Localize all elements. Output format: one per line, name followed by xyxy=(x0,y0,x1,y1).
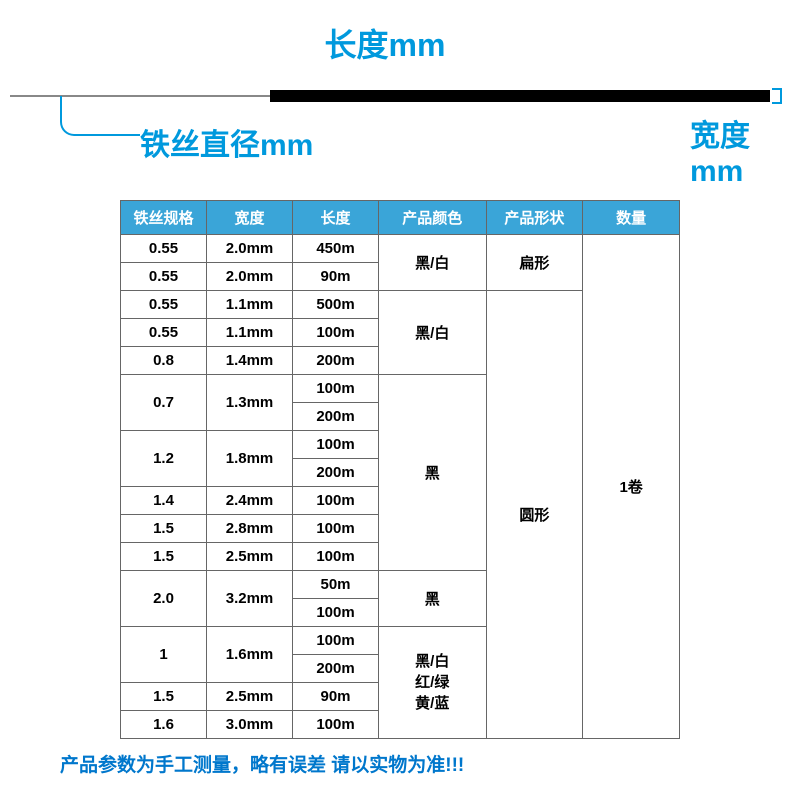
table-cell: 3.2mm xyxy=(207,571,293,627)
width-label-line2: mm xyxy=(690,155,743,188)
spec-table-container: 铁丝规格 宽度 长度 产品颜色 产品形状 数量 0.552.0mm450m黑/白… xyxy=(120,200,680,739)
table-cell: 1.6 xyxy=(121,711,207,739)
table-cell: 200m xyxy=(293,459,379,487)
table-cell: 100m xyxy=(293,319,379,347)
width-label-line1: 宽度 xyxy=(690,120,750,153)
table-cell: 100m xyxy=(293,431,379,459)
table-cell: 0.7 xyxy=(121,375,207,431)
table-row: 0.552.0mm450m黑/白扁形1卷 xyxy=(121,235,680,263)
table-cell: 1.6mm xyxy=(207,627,293,683)
col-header-width: 宽度 xyxy=(207,201,293,235)
wire-thin-segment xyxy=(10,95,270,97)
table-body: 0.552.0mm450m黑/白扁形1卷0.552.0mm90m0.551.1m… xyxy=(121,235,680,739)
table-cell: 0.55 xyxy=(121,263,207,291)
table-cell: 2.8mm xyxy=(207,515,293,543)
table-cell: 100m xyxy=(293,515,379,543)
table-cell: 1.5 xyxy=(121,543,207,571)
col-header-spec: 铁丝规格 xyxy=(121,201,207,235)
footnote-text: 产品参数为手工测量，略有误差 请以实物为准!!! xyxy=(60,750,464,777)
table-cell: 扁形 xyxy=(486,235,583,291)
table-cell: 1.5 xyxy=(121,683,207,711)
table-cell: 100m xyxy=(293,711,379,739)
col-header-length: 长度 xyxy=(293,201,379,235)
table-cell: 90m xyxy=(293,683,379,711)
table-cell: 黑 xyxy=(379,571,487,627)
table-cell: 黑/白 xyxy=(379,291,487,375)
table-cell: 1.1mm xyxy=(207,291,293,319)
table-cell: 1.5 xyxy=(121,515,207,543)
table-cell: 1.8mm xyxy=(207,431,293,487)
table-cell: 100m xyxy=(293,375,379,403)
table-cell: 1 xyxy=(121,627,207,683)
table-cell: 黑/白红/绿黄/蓝 xyxy=(379,627,487,739)
col-header-qty: 数量 xyxy=(583,201,680,235)
diameter-label: 铁丝直径mm xyxy=(140,120,313,164)
table-cell: 圆形 xyxy=(486,291,583,739)
table-cell: 2.5mm xyxy=(207,683,293,711)
table-cell: 200m xyxy=(293,655,379,683)
table-cell: 0.55 xyxy=(121,291,207,319)
wire-thick-segment xyxy=(270,90,770,102)
table-cell: 50m xyxy=(293,571,379,599)
table-cell: 1.4 xyxy=(121,487,207,515)
table-cell: 100m xyxy=(293,543,379,571)
table-cell: 100m xyxy=(293,487,379,515)
table-cell: 200m xyxy=(293,403,379,431)
table-cell: 90m xyxy=(293,263,379,291)
table-cell: 0.55 xyxy=(121,319,207,347)
table-cell: 2.0mm xyxy=(207,235,293,263)
table-cell: 0.8 xyxy=(121,347,207,375)
table-cell: 1.1mm xyxy=(207,319,293,347)
table-cell: 0.55 xyxy=(121,235,207,263)
diameter-leader-line xyxy=(60,96,140,136)
table-cell: 1卷 xyxy=(583,235,680,739)
table-cell: 3.0mm xyxy=(207,711,293,739)
table-cell: 黑/白 xyxy=(379,235,487,291)
table-cell: 2.0 xyxy=(121,571,207,627)
table-cell: 450m xyxy=(293,235,379,263)
dimension-diagram: 长度mm 铁丝直径mm 宽度 mm xyxy=(10,20,790,180)
width-label: 宽度 mm xyxy=(690,120,750,189)
length-label: 长度mm xyxy=(10,20,760,66)
table-header-row: 铁丝规格 宽度 长度 产品颜色 产品形状 数量 xyxy=(121,201,680,235)
table-cell: 500m xyxy=(293,291,379,319)
width-bracket xyxy=(780,88,782,104)
col-header-shape: 产品形状 xyxy=(486,201,583,235)
col-header-color: 产品颜色 xyxy=(379,201,487,235)
table-cell: 1.4mm xyxy=(207,347,293,375)
table-cell: 黑 xyxy=(379,375,487,571)
table-cell: 100m xyxy=(293,627,379,655)
table-cell: 2.0mm xyxy=(207,263,293,291)
spec-table: 铁丝规格 宽度 长度 产品颜色 产品形状 数量 0.552.0mm450m黑/白… xyxy=(120,200,680,739)
table-cell: 1.2 xyxy=(121,431,207,487)
table-cell: 2.5mm xyxy=(207,543,293,571)
table-cell: 100m xyxy=(293,599,379,627)
table-cell: 2.4mm xyxy=(207,487,293,515)
table-cell: 1.3mm xyxy=(207,375,293,431)
table-cell: 200m xyxy=(293,347,379,375)
